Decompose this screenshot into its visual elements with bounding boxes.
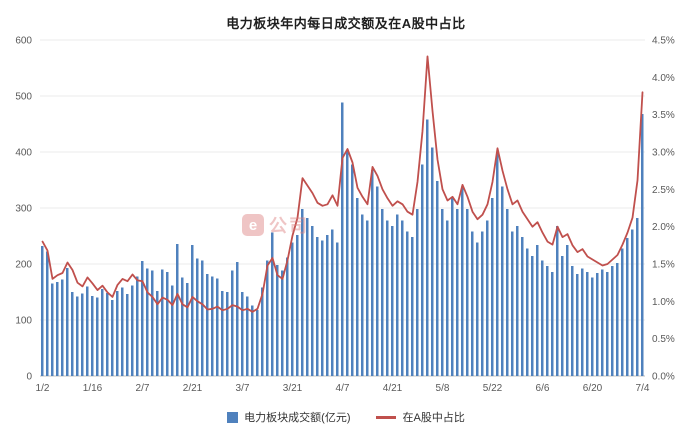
chart-legend: 电力板块成交额(亿元) 在A股中占比 bbox=[0, 409, 692, 425]
svg-text:1.5%: 1.5% bbox=[652, 260, 675, 271]
svg-text:2.5%: 2.5% bbox=[652, 185, 675, 196]
svg-text:3/21: 3/21 bbox=[283, 383, 303, 394]
legend-label-turnover: 电力板块成交额(亿元) bbox=[244, 412, 351, 424]
svg-text:1/16: 1/16 bbox=[83, 383, 103, 394]
svg-text:1/2: 1/2 bbox=[36, 383, 50, 394]
svg-text:0.0%: 0.0% bbox=[652, 372, 675, 383]
svg-text:4.0%: 4.0% bbox=[652, 73, 675, 84]
svg-text:2/7: 2/7 bbox=[136, 383, 150, 394]
bar-series-swatch-icon bbox=[227, 411, 239, 423]
svg-text:3.5%: 3.5% bbox=[652, 110, 675, 121]
chart-canvas: 0 100 200 300 400 500 600 0.0% 0.5% 1.0% 1.5% 2.0% 2… bbox=[15, 36, 675, 395]
svg-text:500: 500 bbox=[15, 92, 32, 103]
svg-text:200: 200 bbox=[15, 260, 32, 271]
svg-text:100: 100 bbox=[15, 316, 32, 327]
svg-text:400: 400 bbox=[15, 148, 32, 159]
svg-text:0.5%: 0.5% bbox=[652, 334, 675, 345]
svg-text:300: 300 bbox=[15, 204, 32, 215]
svg-text:6/20: 6/20 bbox=[583, 383, 603, 394]
svg-text:5/8: 5/8 bbox=[436, 383, 450, 394]
svg-text:4.5%: 4.5% bbox=[652, 36, 675, 47]
svg-text:2/21: 2/21 bbox=[183, 383, 203, 394]
svg-text:600: 600 bbox=[15, 36, 32, 47]
svg-text:4/7: 4/7 bbox=[336, 383, 350, 394]
legend-item-ratio: 在A股中占比 bbox=[376, 409, 465, 425]
svg-text:6/6: 6/6 bbox=[536, 383, 550, 394]
svg-text:0: 0 bbox=[26, 372, 32, 383]
line-series-swatch-icon bbox=[376, 415, 397, 419]
svg-text:1.0%: 1.0% bbox=[652, 297, 675, 308]
svg-text:3.0%: 3.0% bbox=[652, 148, 675, 159]
svg-text:5/22: 5/22 bbox=[483, 383, 503, 394]
legend-item-turnover: 电力板块成交额(亿元) bbox=[227, 409, 350, 425]
legend-label-ratio: 在A股中占比 bbox=[402, 412, 465, 424]
svg-text:7/4: 7/4 bbox=[636, 383, 650, 394]
svg-text:2.0%: 2.0% bbox=[652, 222, 675, 233]
svg-text:3/7: 3/7 bbox=[236, 383, 250, 394]
svg-text:4/21: 4/21 bbox=[383, 383, 403, 394]
chart-title: 电力板块年内每日成交额及在A股中占比 bbox=[226, 16, 466, 31]
